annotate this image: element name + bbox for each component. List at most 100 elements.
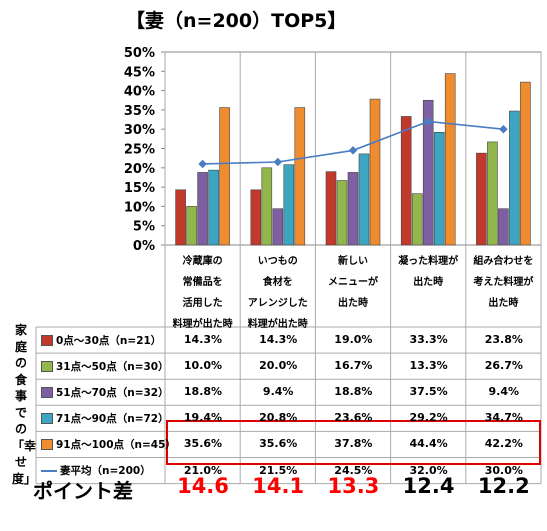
table-cell: 9.4% [262,385,294,399]
legend-label: 91点～100点（n=45） [56,438,176,451]
table-cell: 35.6% [259,437,298,451]
table-cell: 37.8% [334,437,373,451]
average-point [273,157,283,167]
table-cell: 18.8% [183,385,223,399]
table-cell: 19.4% [183,411,223,425]
bar [369,98,381,246]
bar [422,99,434,246]
point-diff-label: ポイント差 [33,479,133,503]
table-cell: 23.8% [484,333,523,346]
legend-row-label: 妻平均（n=200） [41,458,151,484]
legend-row-label: 91点～100点（n=45） [41,431,176,457]
bar [208,169,219,246]
y-tick-label: 30% [124,123,155,138]
bar [186,206,197,246]
bar [197,172,208,246]
legend-key [41,412,53,424]
bar [520,81,531,246]
y-tick-label: 40% [124,85,155,100]
table-cell: 14.3% [183,333,223,346]
side-axis-label: 家庭の食事での「幸せ度」 [12,323,37,486]
table-cell: 21.5% [259,463,298,477]
table-cell: 34.7% [484,411,523,425]
bar [476,152,487,246]
y-tick-label: 15% [124,181,155,196]
table-cell: 33.3% [409,333,448,346]
bar [175,189,186,246]
average-point [499,124,508,134]
legend-label: 51点～70点（n=32） [56,386,169,399]
bar [294,107,306,246]
legend-key [41,469,57,472]
bar [487,141,498,246]
table-cell: 37.5% [409,385,448,399]
y-tick-label: 25% [124,143,155,158]
bar [283,164,295,246]
bar [325,171,337,246]
table-cell: 32.0% [409,463,448,477]
table-cell: 44.4% [409,437,448,451]
bar [444,73,456,246]
table-cell: 29.2% [409,411,448,425]
table-cell: 19.0% [334,333,373,346]
bar [250,189,262,246]
category-label: 冷蔵庫の 常備品を 活用した 料理が出た時 [172,256,233,330]
table-cell: 13.3% [409,359,448,373]
table-cell: 30.0% [484,463,523,477]
table-cell: 20.0% [259,359,298,373]
legend-label: 妻平均（n=200） [60,465,151,477]
legend-row-label: 51点～70点（n=32） [41,379,169,405]
table-cell: 26.7% [484,359,523,373]
bar [358,153,370,246]
table-cell: 20.8% [259,411,298,425]
table-cell: 42.2% [484,437,523,451]
bar [347,172,359,246]
table-cell: 14.3% [259,333,298,346]
table-cell: 16.7% [334,359,373,373]
point-diff-value: 14.1 [252,474,305,498]
legend-key [41,438,53,450]
bar [400,116,412,246]
average-point [348,146,358,155]
y-tick-label: 20% [124,162,155,177]
table-cell: 24.5% [334,463,373,477]
legend-key [41,386,53,398]
y-tick-label: 10% [124,200,155,215]
chart-title: 【妻（n=200）TOP5】 [126,10,347,32]
point-diff-value: 12.2 [477,474,530,498]
legend-row-label: 31点～50点（n=30） [41,353,169,379]
y-tick-label: 45% [124,65,155,80]
category-label: いつもの 食材を アレンジした 料理が出た時 [247,256,308,330]
point-diff-value: 13.3 [327,474,380,498]
y-tick-label: 50% [124,46,155,61]
average-point [198,159,207,169]
category-label: 組み合わせを 考えた料理が 出た時 [473,256,534,309]
category-label: 凝った料理が 出た時 [398,256,459,288]
category-label: 新しい メニューが 出た時 [327,256,378,309]
highlight-box [166,420,541,465]
legend-row-label: 71点～90点（n=72） [41,405,169,431]
bar [509,110,520,246]
table-cell: 9.4% [488,385,520,399]
y-tick-label: 35% [124,104,155,119]
legend-key [41,334,53,346]
table-cell: 23.6% [334,411,373,425]
y-tick-label: 0% [133,239,155,254]
bar [411,193,423,246]
legend-label: 31点～50点（n=30） [56,360,169,373]
point-diff-value: 14.6 [177,474,229,498]
bar [336,180,348,246]
legend-label: 0点～30点（n=21） [56,334,162,347]
point-diff-value: 12.4 [402,474,455,498]
bar [219,107,230,246]
legend-key [41,360,53,372]
y-tick-label: 5% [133,220,155,235]
bar [433,131,445,246]
bar [498,208,509,246]
table-cell: 35.6% [183,437,223,451]
table-cell: 10.0% [183,359,223,373]
bar [261,167,273,246]
legend-label: 71点～90点（n=72） [56,412,169,425]
table-cell: 21.0% [183,463,223,477]
